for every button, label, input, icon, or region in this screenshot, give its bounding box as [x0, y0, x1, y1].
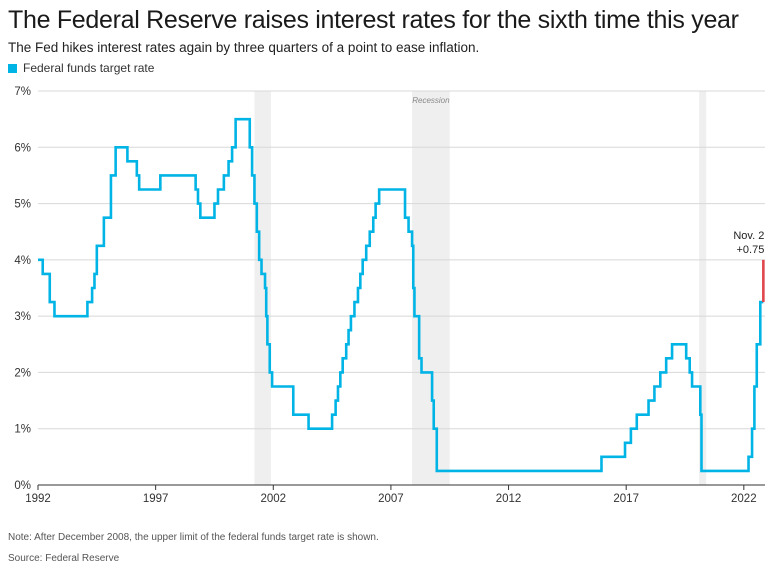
y-tick-label: 2% — [14, 367, 31, 379]
recession-band — [699, 91, 707, 485]
x-tick-label: 2007 — [378, 493, 404, 505]
y-tick-label: 3% — [14, 311, 31, 323]
source-note: Source: Federal Reserve — [8, 553, 120, 564]
series-line — [38, 117, 764, 473]
legend-swatch — [8, 63, 17, 73]
x-tick-label: 2012 — [496, 493, 522, 505]
chart-title: The Federal Reserve raises interest rate… — [8, 6, 739, 34]
recession-label: Recession — [412, 96, 450, 105]
y-tick-label: 6% — [14, 142, 31, 154]
highlight-change-label: +0.75 — [737, 244, 765, 256]
chart-subtitle: The Fed hikes interest rates again by th… — [8, 40, 480, 55]
recession-bands: Recession — [254, 91, 707, 485]
x-tick-label: 2022 — [731, 493, 757, 505]
y-tick-label: 7% — [14, 86, 31, 98]
x-tick-label: 1992 — [25, 493, 51, 505]
recession-band — [412, 91, 450, 485]
axes: 1992 1997 2002 2007 2012 2017 2022 — [25, 485, 757, 505]
legend: Federal funds target rate — [8, 61, 154, 75]
recession-band — [254, 91, 271, 485]
y-tick-label: 4% — [14, 255, 31, 267]
series — [38, 117, 764, 473]
x-tick-label: 2002 — [260, 493, 286, 505]
highlight-date-label: Nov. 2 — [733, 230, 764, 242]
y-tick-label: 0% — [14, 480, 31, 492]
footnote: Note: After December 2008, the upper lim… — [8, 532, 379, 543]
gridlines: 0% 1% 2% 3% 4% 5% 6% 7% — [14, 86, 765, 492]
x-tick-label: 2017 — [613, 493, 639, 505]
y-tick-label: 5% — [14, 199, 31, 211]
y-tick-label: 1% — [14, 424, 31, 436]
highlight: Nov. 2 +0.75 — [733, 230, 765, 303]
x-tick-label: 1997 — [143, 493, 169, 505]
legend-label: Federal funds target rate — [23, 61, 155, 75]
